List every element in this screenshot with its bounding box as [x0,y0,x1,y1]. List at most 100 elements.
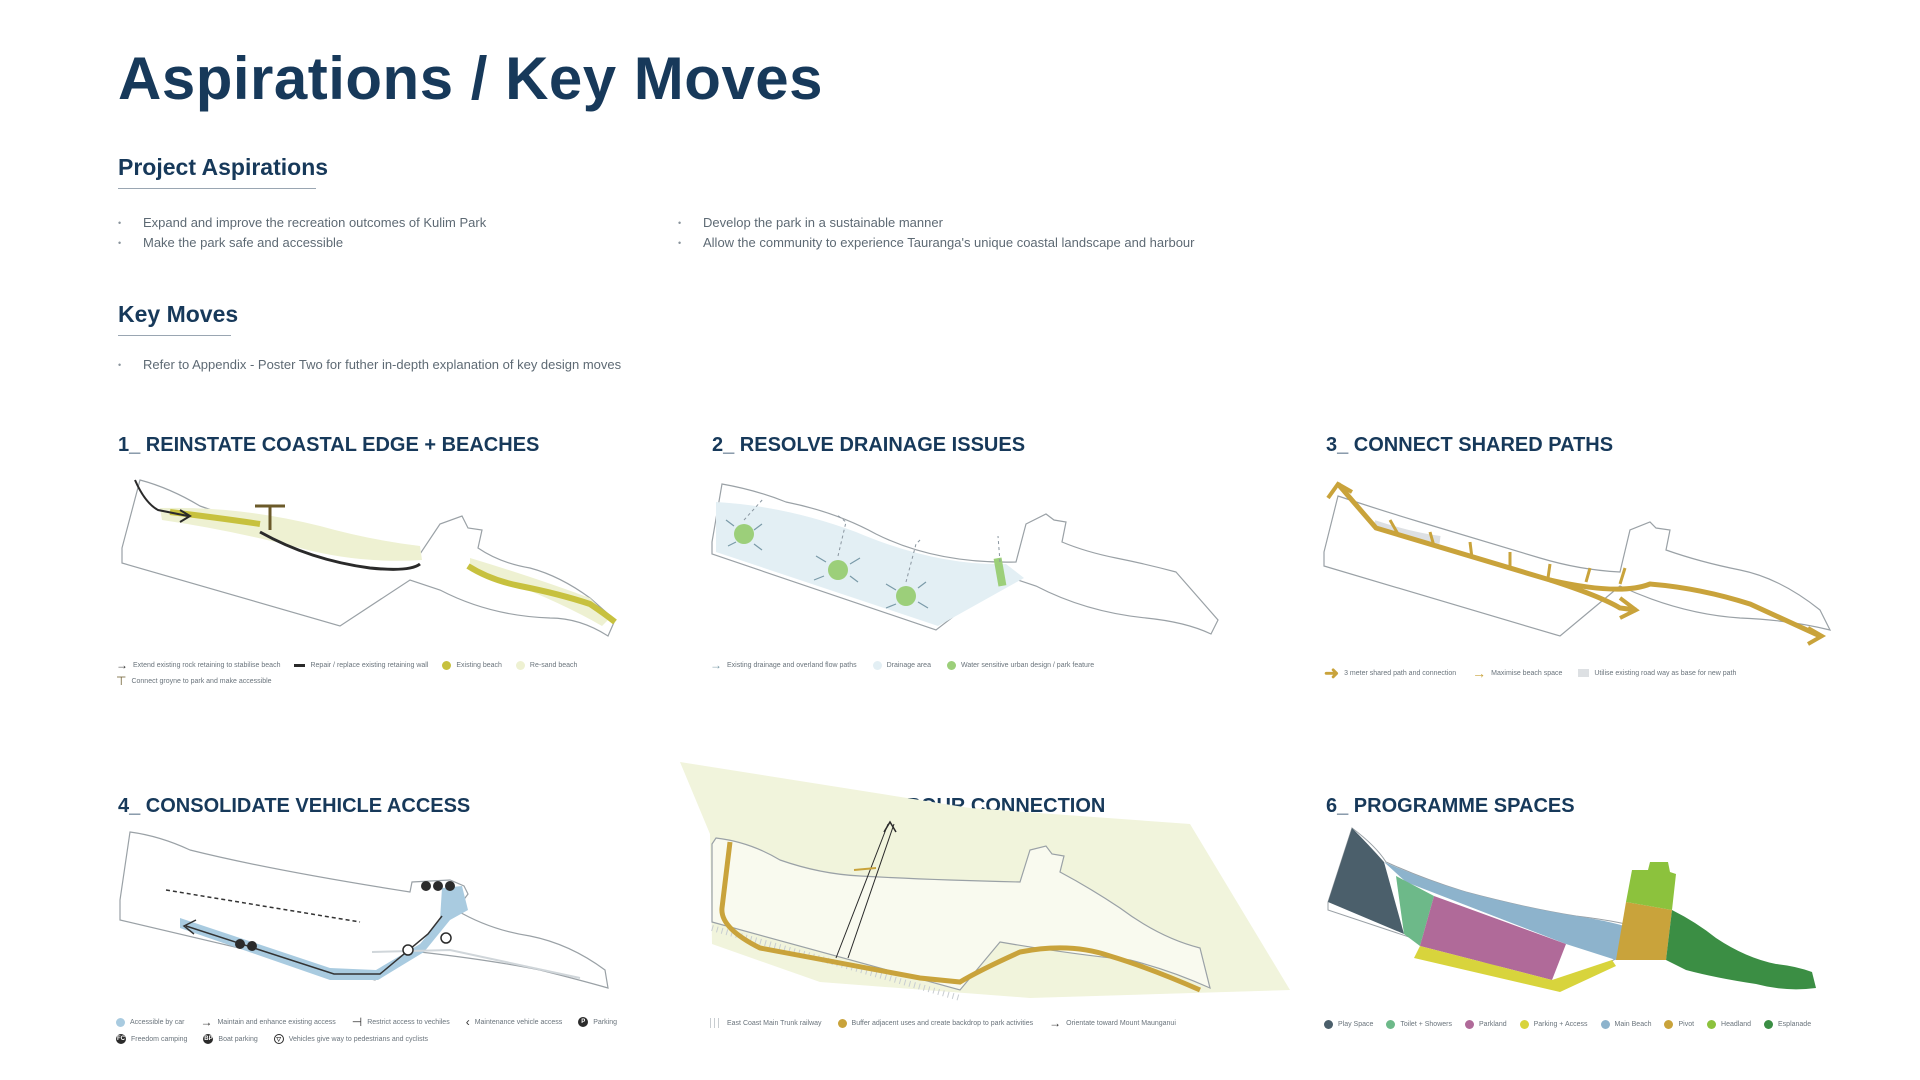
legend-label: Parkland [1478,1021,1507,1028]
key-moves-heading: Key Moves [118,301,239,327]
diagram-shared-paths [1323,481,1832,646]
legend-panel-3: ➜ 3 meter shared path and connection → Max… [1324,663,1864,683]
legend-label: Restrict access to vechiles [367,1018,450,1026]
wsud-feature [896,586,916,606]
legend-item: → Maintain and enhance existing access [200,1015,335,1029]
legend-label: Utilise existing road way as base for ne… [1594,669,1737,677]
groyne-icon: ⊤ [116,674,127,688]
mount-tick [853,867,877,871]
path-arrow-icon: ➜ [1324,663,1340,683]
toilet-showers [1396,876,1434,946]
aspirations-list-right: Develop the park in a sustainable manner… [678,213,1195,253]
boat-marker [421,881,431,891]
wsud-feature [734,524,754,544]
give-way-icon: ▽ [273,1034,284,1044]
beach-arrow-icon: → [1472,665,1487,681]
legend-item: East Coast Main Trunk railway [710,1018,822,1028]
diagram-harbour-connection [680,762,1290,1001]
legend-label: Existing drainage and overland flow path… [727,661,857,669]
esplanade [1666,910,1816,990]
key-move-item: Refer to Appendix - Poster Two for futhe… [118,355,621,375]
aspirations-heading-rule [118,188,316,189]
site-outline [1323,495,1832,637]
legend-panel-5: East Coast Main Trunk railway Buffer adj… [710,1016,1270,1030]
legend-item: Utilise existing road way as base for ne… [1578,669,1736,677]
legend-label: Extend existing rock retaining to stabil… [133,661,281,669]
panel-3-title: 3_ CONNECT SHARED PATHS [1326,434,1614,456]
diagram-programme-spaces [1327,827,1816,992]
legend-item: Parkland [1464,1020,1507,1029]
beach-dot-icon [442,660,452,670]
legend-item: P Parking [578,1017,617,1027]
legend-label: Headland [1721,1021,1752,1028]
legend-item: Existing beach [442,660,502,670]
legend-label: Buffer adjacent uses and create backdrop… [851,1019,1034,1027]
main-beach-dot-icon [1600,1020,1610,1029]
esplanade-dot-icon [1764,1020,1774,1029]
wsud-dot-icon [946,660,956,670]
legend-label: Orientate toward Mount Maunganui [1066,1019,1176,1027]
drainage-dot-icon [872,660,882,670]
legend-item: FC Freedom camping [116,1034,187,1044]
parking-icon: P [578,1017,589,1027]
restrict-icon: ⊣ [351,1015,363,1029]
shared-path-arrowheads [1326,481,1827,646]
orientation-arrow-icon: → [1049,1016,1062,1030]
legend-label: Main Beach [1614,1021,1652,1028]
flow-arrow-icon: → [710,658,722,672]
legend-panel-6: Play Space Toilet + Showers Parkland Par… [1324,1020,1844,1029]
diagram-vehicle-access [119,831,609,989]
road-base-icon [1578,669,1590,677]
legend-label: Toilet + Showers [1400,1021,1452,1028]
legend-label: Drainage area [886,661,931,669]
maintenance-arrow-icon: ‹ [465,1015,470,1029]
legend-item: Toilet + Showers [1386,1020,1452,1029]
legend-label: Connect groyne to park and make accessib… [131,677,272,685]
legend-item: ⊣ Restrict access to vechiles [351,1015,450,1029]
legend-item: Water sensitive urban design / park feat… [946,660,1094,670]
parking-marker [433,881,443,891]
legend-item: Esplanade [1764,1020,1811,1029]
camping-marker [445,881,455,891]
play-space [1328,828,1404,934]
maintain-access-arrowhead [182,919,197,935]
headland-dot-icon [1707,1020,1717,1029]
legend-item: → Extend existing rock retaining to stabi… [116,659,281,671]
arrow-icon: → [200,1015,213,1029]
aspiration-item: Expand and improve the recreation outcom… [118,213,486,233]
pivot-dot-icon [1664,1020,1674,1029]
legend-item: Accessible by car [116,1017,184,1027]
panel-2-title: 2_ RESOLVE DRAINAGE ISSUES [712,434,1026,456]
mount-axis [835,823,895,959]
give-way-marker [440,932,452,944]
buffer-edge [719,841,1202,993]
road-base [1372,520,1441,544]
legend-item: Main Beach [1600,1020,1652,1029]
legend-item: Re-sand beach [515,660,577,670]
flow-paths [743,497,1001,583]
legend-label: East Coast Main Trunk railway [727,1019,822,1027]
groyne [255,504,285,530]
toilet-dot-icon [1386,1020,1396,1029]
camping-icon: FC [116,1034,126,1044]
drainage-area [716,502,1024,626]
panel-6-title: 6_ PROGRAMME SPACES [1326,795,1575,817]
legend-item: ▽ Vehicles give way to pedestrians and cy… [273,1034,428,1044]
car-access-dot-icon [116,1017,125,1027]
legend-item: BP Boat parking [203,1034,258,1044]
legend-label: Repair / replace existing retaining wall [310,661,429,669]
legend-item: Repair / replace existing retaining wall [294,662,428,669]
site-outline [711,483,1219,635]
parkland [1420,896,1566,980]
legend-label: Maximise beach space [1491,669,1563,677]
parking-marker [235,939,245,949]
diagram-coastal-edge [121,479,617,637]
legend-item: Pivot [1664,1020,1694,1029]
buffer-dot-icon [837,1018,847,1028]
play-dot-icon [1324,1020,1333,1029]
legend-label: Parking [593,1018,617,1026]
legend-label: Play Space [1338,1021,1374,1028]
give-way-marker [402,944,414,956]
key-moves-heading-rule [118,335,231,336]
legend-item: Parking + Access [1519,1020,1588,1029]
